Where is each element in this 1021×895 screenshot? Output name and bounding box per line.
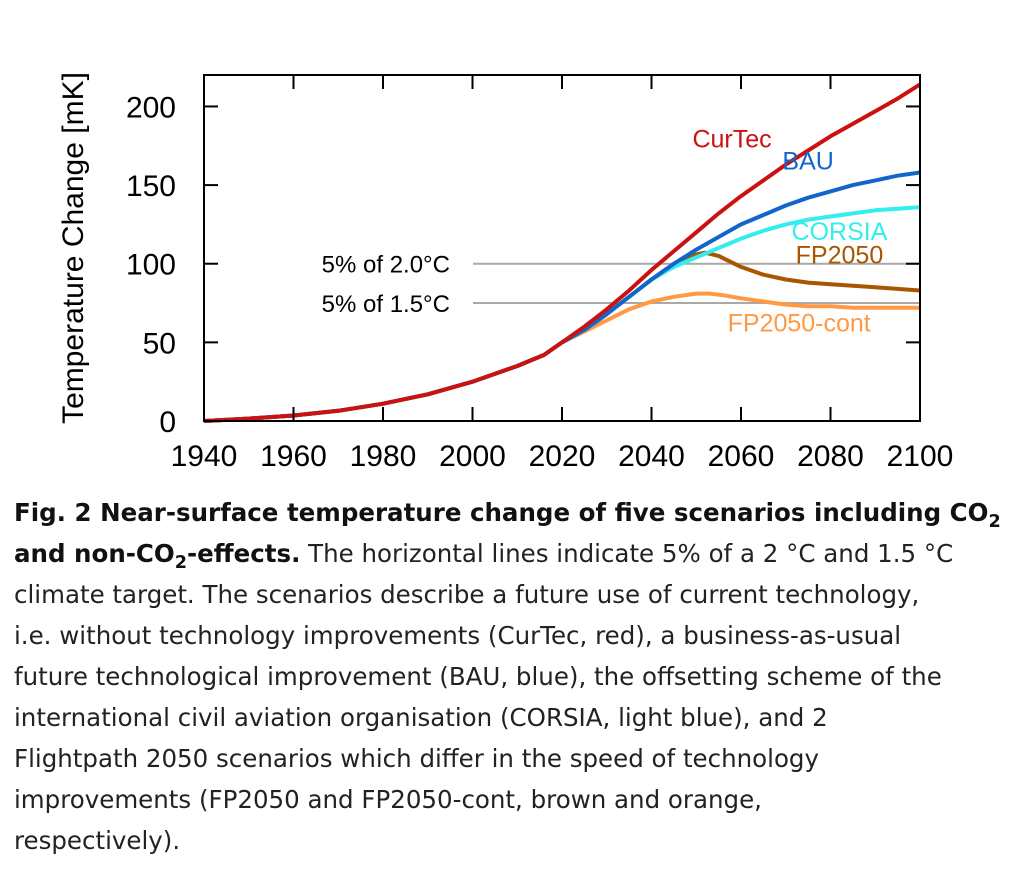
x-tick-label-2020: 2020 <box>529 440 596 473</box>
caption-line-1: Fig. 2 Near-surface temperature change o… <box>14 492 1009 533</box>
series-label-fp2050-cont: FP2050-cont <box>728 309 871 337</box>
caption-line-6: international civil aviation organisatio… <box>14 697 1009 738</box>
caption-title-part-1: Fig. 2 Near-surface temperature change o… <box>14 498 988 527</box>
y-tick-label-150: 150 <box>126 170 176 203</box>
y-tick-label-50: 50 <box>143 327 176 360</box>
x-tick-label-2080: 2080 <box>797 440 864 473</box>
caption-title-part-2: and non-CO <box>14 539 175 568</box>
line-chart: 5% of 2.0°C5% of 1.5°C 1940 1960 1980 2000 2… <box>0 0 1021 490</box>
figure-chart: 5% of 2.0°C 5% of 1.5°C 1940 1960 1980 2000 2… <box>0 0 1021 490</box>
x-tick-label-2040: 2040 <box>618 440 685 473</box>
y-tick-label-200: 200 <box>126 91 176 124</box>
series-label-bau: BAU <box>782 147 833 175</box>
x-tick-label-1940: 1940 <box>171 440 238 473</box>
series-label-fp2050: FP2050 <box>796 242 884 270</box>
x-tick-label-2060: 2060 <box>708 440 775 473</box>
caption-line-2: and non-CO2-effects. The horizontal line… <box>14 533 1009 574</box>
series-line-bau <box>204 173 920 422</box>
reference-line-label-2: 5% of 1.5°C <box>322 291 450 318</box>
figure-caption: Fig. 2 Near-surface temperature change o… <box>14 492 1009 861</box>
caption-line-4: i.e. without technology improvements (Cu… <box>14 615 1009 656</box>
series-label-curtec: CurTec <box>692 125 771 153</box>
y-tick-label-100: 100 <box>126 249 176 282</box>
caption-line-8: improvements (FP2050 and FP2050-cont, br… <box>14 779 1009 820</box>
caption-subscript-2: 2 <box>175 553 187 573</box>
x-tick-label-1980: 1980 <box>350 440 417 473</box>
x-tick-label-2100: 2100 <box>887 440 954 473</box>
caption-line-9: respectively). <box>14 820 1009 861</box>
y-axis-label: Temperature Change [mK] <box>57 72 90 424</box>
y-tick-label-0: 0 <box>159 406 176 439</box>
x-tick-label-1960: 1960 <box>260 440 327 473</box>
reference-line-label-1: 5% of 2.0°C <box>322 252 450 279</box>
x-tick-label-2000: 2000 <box>439 440 506 473</box>
caption-subscript-1: 2 <box>988 512 1000 532</box>
caption-line-3: climate target. The scenarios describe a… <box>14 574 1009 615</box>
caption-line-7: Flightpath 2050 scenarios which differ i… <box>14 738 1009 779</box>
caption-line-5: future technological improvement (BAU, b… <box>14 656 1009 697</box>
caption-text-line-2: The horizontal lines indicate 5% of a 2 … <box>300 539 953 568</box>
caption-title-part-3: -effects. <box>187 539 300 568</box>
